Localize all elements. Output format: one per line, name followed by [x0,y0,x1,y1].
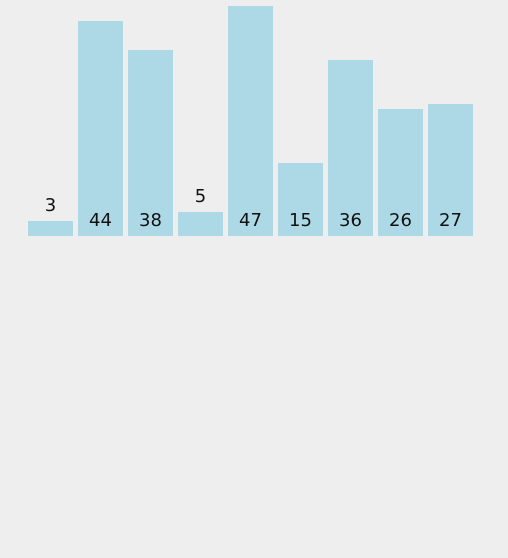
bar-value-label: 27 [439,210,462,231]
bar [428,104,473,236]
bar-value-label: 26 [389,210,412,231]
bar-value-label: 3 [44,195,57,216]
bar-value-label: 47 [239,210,262,231]
bar-value-label: 44 [89,210,112,231]
bar [78,21,123,236]
bar [28,221,73,236]
bar-value-label: 15 [289,210,312,231]
bar-value-label: 36 [339,210,362,231]
bar [128,50,173,236]
bar-value-label: 38 [139,210,162,231]
bar [278,163,323,236]
bar [228,6,273,236]
bar-value-label: 5 [194,186,207,207]
bar [178,212,223,236]
bar [378,109,423,236]
bar [328,60,373,236]
